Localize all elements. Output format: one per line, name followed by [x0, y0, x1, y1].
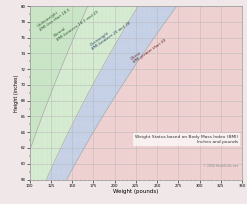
X-axis label: Weight (pounds): Weight (pounds) — [113, 189, 159, 194]
Text: Normal
BMI between 18.5 and 25: Normal BMI between 18.5 and 25 — [53, 6, 99, 41]
Text: Weight Status based on Body Mass Index (BMI)
Inches and pounds: Weight Status based on Body Mass Index (… — [135, 135, 238, 144]
Text: Underweight
BMI less than 18.5: Underweight BMI less than 18.5 — [37, 4, 71, 32]
Text: © 2004 HealthCalc.net: © 2004 HealthCalc.net — [203, 164, 238, 168]
Y-axis label: Height (inches): Height (inches) — [14, 74, 19, 112]
Text: Obese
BMI greater than 30: Obese BMI greater than 30 — [130, 35, 167, 64]
Text: Overweight
BMI between 25 and 30: Overweight BMI between 25 and 30 — [89, 17, 132, 51]
